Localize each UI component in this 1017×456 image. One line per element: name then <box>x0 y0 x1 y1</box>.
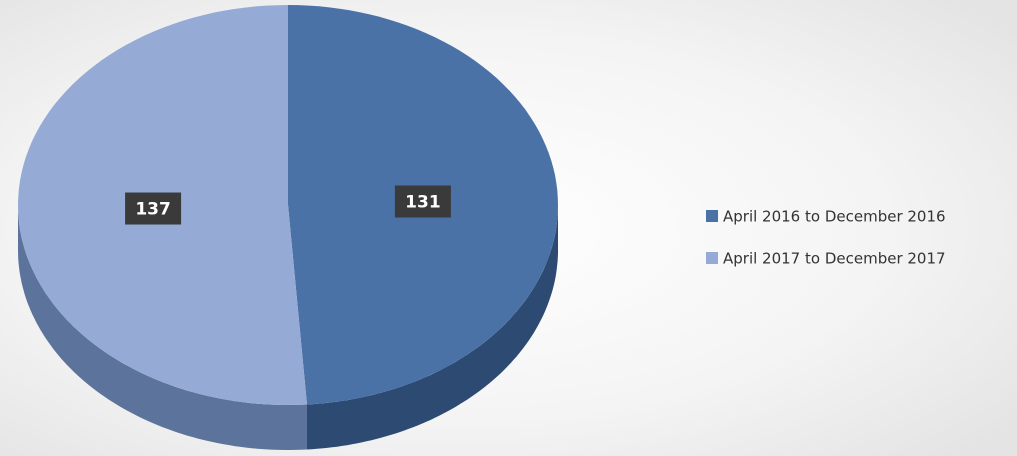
data-label: 137 <box>135 200 171 220</box>
pie-side <box>18 205 307 450</box>
legend-swatch <box>706 210 718 222</box>
legend-label: April 2017 to December 2017 <box>723 250 946 268</box>
data-label: 131 <box>405 192 441 212</box>
legend-label: April 2016 to December 2016 <box>723 208 946 226</box>
data-label-box <box>125 192 182 225</box>
pie-side <box>307 205 558 450</box>
data-label-box <box>394 185 451 218</box>
legend-swatch <box>706 252 718 264</box>
